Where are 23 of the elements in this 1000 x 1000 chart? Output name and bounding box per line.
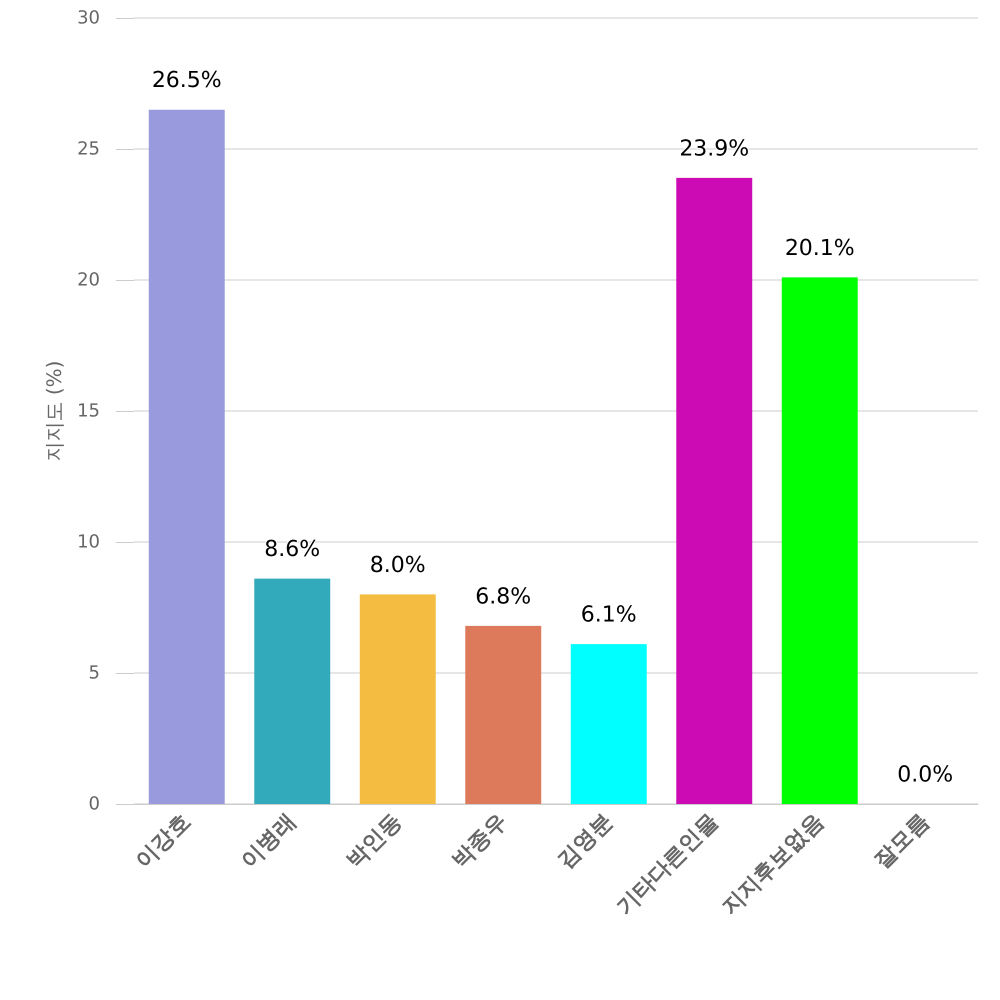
bar xyxy=(254,578,330,804)
data-label: 23.9% xyxy=(679,136,750,162)
y-tick-label: 0 xyxy=(88,794,100,814)
data-label: 20.1% xyxy=(784,236,855,261)
data-label: 6.8% xyxy=(475,584,532,610)
data-label: 26.5% xyxy=(152,68,222,94)
y-tick-label: 25 xyxy=(77,138,100,160)
data-label: 0.0% xyxy=(897,762,954,788)
y-tick-label: 15 xyxy=(77,400,100,422)
data-label: 8.0% xyxy=(370,552,426,578)
bar xyxy=(360,594,436,804)
y-tick-label: 5 xyxy=(88,662,100,684)
data-label: 6.1% xyxy=(580,602,637,628)
bar xyxy=(465,626,542,804)
y-tick-label: 10 xyxy=(77,532,100,552)
bar xyxy=(676,178,752,804)
data-label: 8.6% xyxy=(264,537,320,562)
bar xyxy=(782,277,858,804)
y-tick-label: 30 xyxy=(77,8,100,28)
y-axis-title: 지지도 (%) xyxy=(42,360,66,462)
bar xyxy=(148,110,225,804)
bar xyxy=(570,644,647,804)
y-tick-label: 20 xyxy=(77,270,100,290)
